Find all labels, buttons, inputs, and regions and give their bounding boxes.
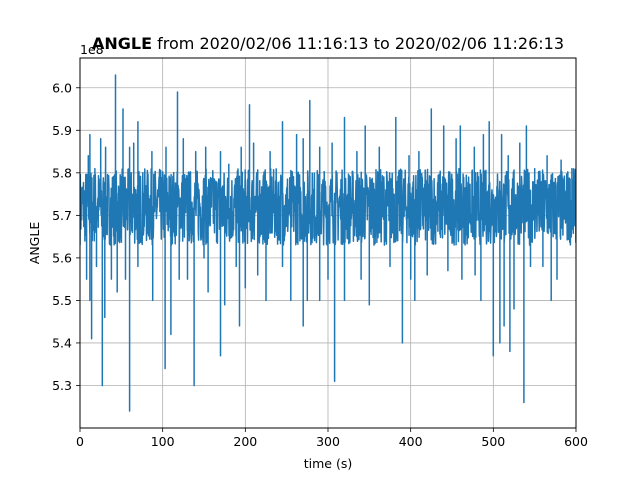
y-tick-label: 5.3	[52, 378, 72, 393]
y-tick-label: 5.4	[52, 335, 72, 350]
series-line	[80, 74, 576, 412]
y-tick-label: 6.0	[52, 80, 72, 95]
chart-title-bold: ANGLE	[92, 34, 152, 53]
x-tick-label: 500	[481, 434, 505, 449]
x-tick-label: 600	[564, 434, 588, 449]
x-axis-label: time (s)	[304, 456, 352, 471]
y-tick-label: 5.5	[52, 293, 72, 308]
y-tick-label: 5.6	[52, 250, 72, 265]
x-tick-label: 100	[151, 434, 175, 449]
chart-title: ANGLE from 2020/02/06 11:16:13 to 2020/0…	[92, 34, 564, 53]
y-tick-label: 5.9	[52, 123, 72, 138]
x-axis-ticks: 0 100 200 300 400 500 600	[76, 428, 588, 449]
x-tick-label: 400	[399, 434, 423, 449]
y-axis-label: ANGLE	[27, 222, 42, 265]
series-group	[80, 74, 576, 412]
y-axis-ticks: 5.3 5.4 5.5 5.6 5.7 5.8 5.9 6.0	[52, 80, 80, 393]
x-tick-label: 300	[316, 434, 340, 449]
y-offset-label: 1e8	[80, 42, 104, 57]
x-tick-label: 0	[76, 434, 84, 449]
chart-title-rest: from 2020/02/06 11:16:13 to 2020/02/06 1…	[152, 34, 564, 53]
y-tick-label: 5.7	[52, 208, 72, 223]
y-tick-label: 5.8	[52, 165, 72, 180]
x-tick-label: 200	[233, 434, 257, 449]
